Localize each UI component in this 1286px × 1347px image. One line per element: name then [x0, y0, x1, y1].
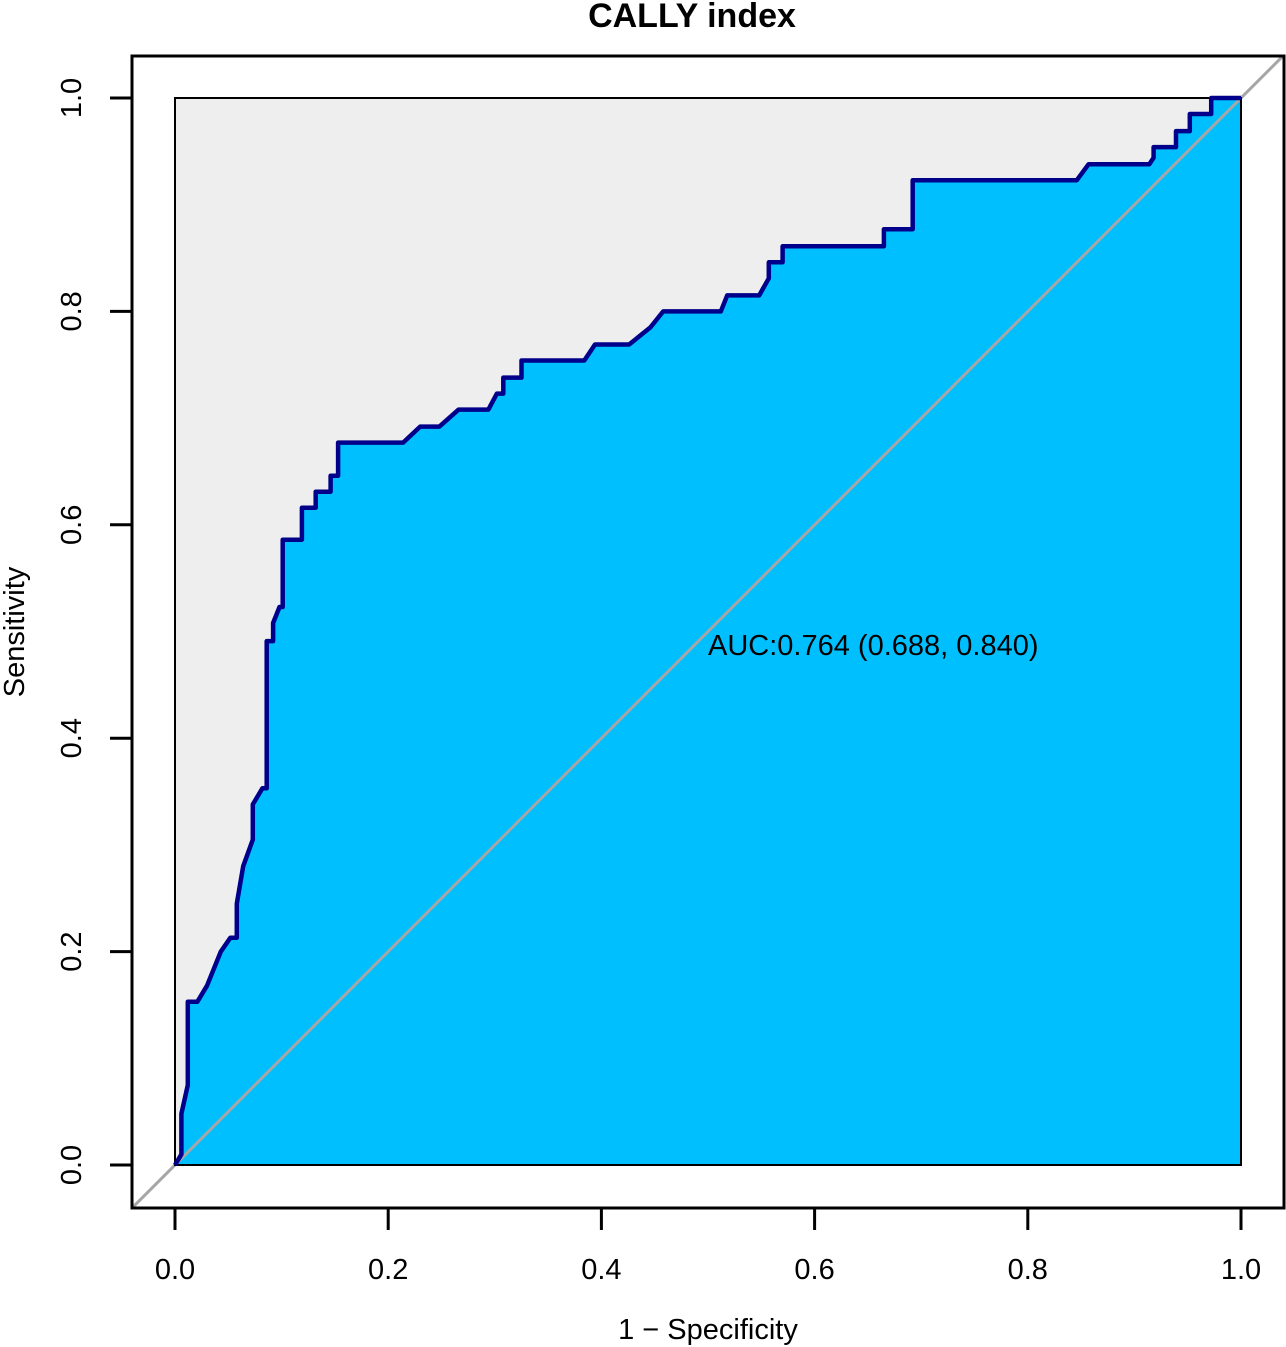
x-tick-label: 0.8 — [1008, 1254, 1048, 1286]
unit-square-border — [174, 97, 1242, 1166]
x-axis-label: 1 − Specificity — [618, 1314, 798, 1346]
y-tick-label: 0.8 — [56, 291, 88, 331]
x-tick-label: 0.6 — [794, 1254, 834, 1286]
roc-curve — [173, 95, 1241, 1167]
x-tick-label: 1.0 — [1221, 1254, 1261, 1286]
y-tick-label: 1.0 — [56, 78, 88, 118]
y-tick-label: 0.6 — [56, 505, 88, 545]
y-tick-label: 0.2 — [56, 931, 88, 971]
x-axis: 0.0 0.2 0.4 0.6 0.8 1.0 — [155, 1206, 1261, 1286]
y-tick-label: 0.4 — [56, 718, 88, 758]
y-tick-label: 0.0 — [56, 1145, 88, 1185]
chart-title: CALLY index — [588, 0, 796, 35]
y-axis: 0.0 0.2 0.4 0.6 0.8 1.0 — [56, 78, 134, 1185]
x-tick-label: 0.2 — [368, 1254, 408, 1286]
plot-area — [130, 54, 1286, 1210]
auc-annotation: AUC:0.764 (0.688, 0.840) — [708, 630, 1038, 662]
x-tick-label: 0.0 — [155, 1254, 195, 1286]
y-axis-label: Sensitivity — [0, 566, 31, 697]
diagonal-reference-line — [132, 56, 1284, 1208]
x-tick-label: 0.4 — [581, 1254, 621, 1286]
